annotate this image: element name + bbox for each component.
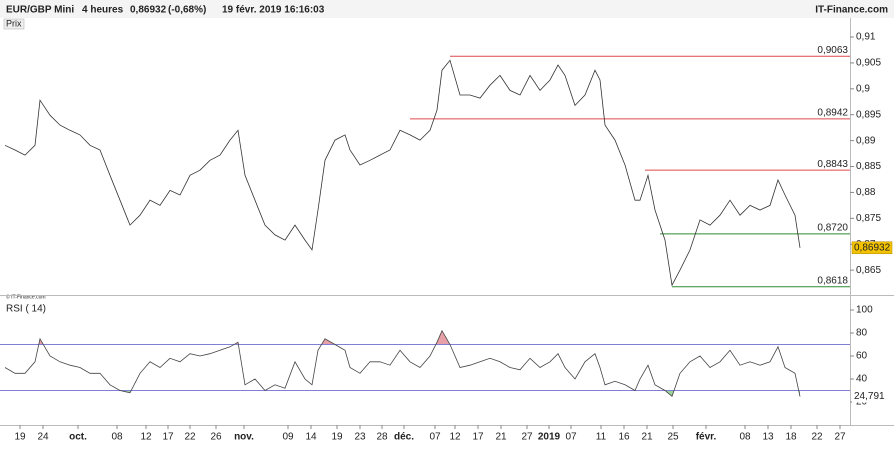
y-tick-label: 0,895: [856, 109, 881, 120]
y-tick-label: 0,875: [856, 213, 881, 224]
x-tick-label: 21: [641, 432, 653, 443]
x-tick-label: nov.: [234, 432, 254, 443]
level-label: 0,8720: [817, 223, 848, 234]
level-label-bg: [820, 158, 849, 170]
level-label-bg: [820, 274, 849, 286]
x-tick-label: déc.: [394, 432, 414, 443]
interval: 4 heures: [82, 5, 124, 16]
datetime: 19 févr. 2019 16:16:03: [222, 5, 325, 16]
x-tick-label: 17: [162, 432, 174, 443]
level-label: 0,8942: [817, 108, 848, 119]
x-tick-label: 11: [596, 432, 607, 443]
rsi-zone: [120, 390, 800, 397]
x-tick-label: 19: [331, 432, 343, 443]
y-tick-label: 40: [856, 374, 868, 385]
x-tick-label: 25: [667, 432, 679, 443]
title-box: [3, 18, 25, 30]
symbol: EUR/GBP Mini: [6, 5, 74, 16]
y-tick-label: 0,89: [856, 135, 876, 146]
price: 0,86932: [130, 5, 167, 16]
rsi-title: RSI ( 14): [6, 304, 46, 315]
y-tick-label: 0,88: [856, 187, 876, 198]
x-tick-label: 08: [739, 432, 751, 443]
last-price-label: 0,86932: [854, 242, 891, 253]
x-tick-label: 2019: [538, 432, 561, 443]
x-tick-label: 12: [140, 432, 152, 443]
x-tick-label: 21: [495, 432, 507, 443]
x-tick-label: 09: [282, 432, 294, 443]
y-tick-label: 0,91: [856, 32, 876, 43]
level-label-bg: [820, 106, 849, 118]
level-label: 0,8618: [817, 275, 848, 286]
source: IT-Finance.com: [815, 5, 888, 16]
rsi-zone: [5, 330, 800, 345]
level-label-bg: [820, 221, 849, 233]
last-value-box: [852, 390, 886, 403]
x-tick-label: févr.: [696, 432, 717, 443]
x-tick-label: 19: [14, 432, 26, 443]
y-tick-label: 0,865: [856, 265, 881, 276]
line: [4, 329, 801, 397]
copyright: © IT-Finance.com: [6, 293, 46, 300]
x-tick-label: 18: [785, 432, 797, 443]
x-tick-label: 17: [472, 432, 484, 443]
x-tick-label: 28: [376, 432, 388, 443]
x-tick-label: 27: [521, 432, 533, 443]
y-tick-label: 80: [856, 328, 868, 339]
x-tick-label: 08: [111, 432, 123, 443]
x-tick-label: oct.: [69, 432, 87, 443]
last-value-label: 24,791: [854, 391, 885, 402]
x-tick-label: 07: [565, 432, 577, 443]
price-title: Prix: [6, 18, 22, 28]
x-tick-label: 27: [834, 432, 846, 443]
level-label: 0,8843: [817, 159, 848, 170]
x-tick-label: 22: [811, 432, 823, 443]
x-tick-label: 16: [618, 432, 630, 443]
change: (-0,68%): [168, 5, 206, 16]
y-tick-label: 0,905: [856, 58, 881, 69]
x-tick-label: 24: [37, 432, 49, 443]
line: [4, 59, 801, 287]
level-label-bg: [820, 44, 849, 56]
x-tick-label: 22: [184, 432, 196, 443]
y-tick-label: 100: [856, 305, 873, 316]
x-tick-label: 07: [429, 432, 441, 443]
level-label: 0,9063: [817, 45, 848, 56]
x-tick-label: 23: [354, 432, 366, 443]
y-tick-label: 0,9: [856, 83, 870, 94]
last-price-box: [851, 241, 893, 255]
y-tick-label: 60: [856, 351, 868, 362]
x-tick-label: 13: [762, 432, 774, 443]
y-tick-label: 0,885: [856, 161, 881, 172]
x-tick-label: 26: [210, 432, 222, 443]
x-tick-label: 12: [449, 432, 461, 443]
header-bar: [0, 0, 894, 18]
x-tick-label: 14: [305, 432, 317, 443]
